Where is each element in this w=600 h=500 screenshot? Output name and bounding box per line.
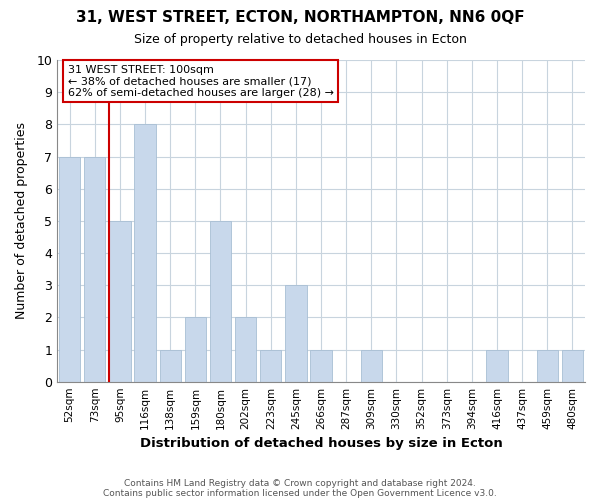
Bar xyxy=(487,350,508,382)
Bar xyxy=(260,350,281,382)
Bar xyxy=(84,156,106,382)
Bar xyxy=(210,221,231,382)
Bar xyxy=(160,350,181,382)
Bar xyxy=(310,350,332,382)
Bar xyxy=(361,350,382,382)
Text: Contains public sector information licensed under the Open Government Licence v3: Contains public sector information licen… xyxy=(103,488,497,498)
Bar xyxy=(285,285,307,382)
Y-axis label: Number of detached properties: Number of detached properties xyxy=(15,122,28,320)
X-axis label: Distribution of detached houses by size in Ecton: Distribution of detached houses by size … xyxy=(140,437,502,450)
Text: 31 WEST STREET: 100sqm
← 38% of detached houses are smaller (17)
62% of semi-det: 31 WEST STREET: 100sqm ← 38% of detached… xyxy=(68,65,334,98)
Bar xyxy=(562,350,583,382)
Bar xyxy=(185,318,206,382)
Bar xyxy=(59,156,80,382)
Bar xyxy=(134,124,156,382)
Bar xyxy=(109,221,131,382)
Text: 31, WEST STREET, ECTON, NORTHAMPTON, NN6 0QF: 31, WEST STREET, ECTON, NORTHAMPTON, NN6… xyxy=(76,10,524,25)
Bar xyxy=(235,318,256,382)
Text: Contains HM Land Registry data © Crown copyright and database right 2024.: Contains HM Land Registry data © Crown c… xyxy=(124,478,476,488)
Text: Size of property relative to detached houses in Ecton: Size of property relative to detached ho… xyxy=(134,32,466,46)
Bar xyxy=(536,350,558,382)
